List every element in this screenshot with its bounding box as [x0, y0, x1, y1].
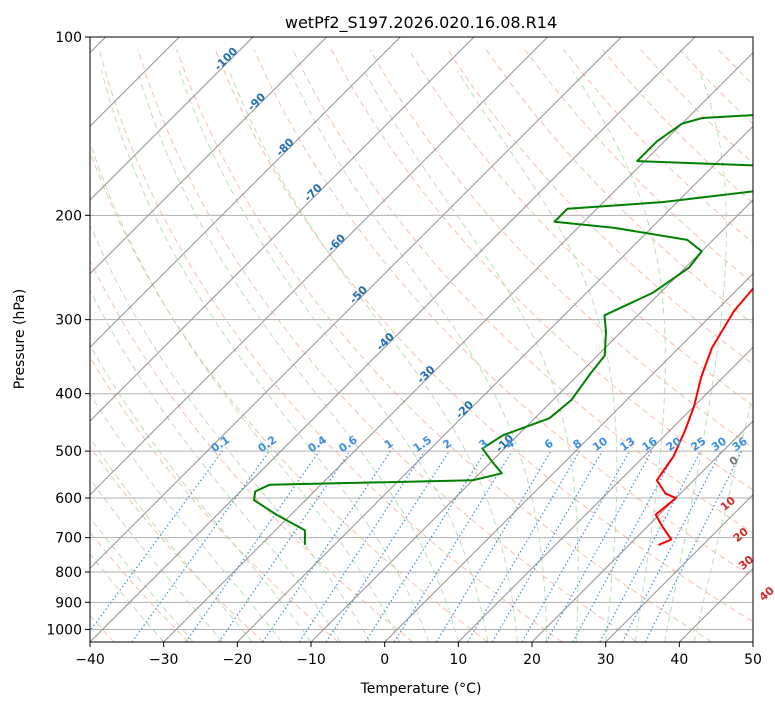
mixing-ratio-line	[491, 450, 603, 642]
dry-adiabat-line	[90, 445, 264, 642]
moist-adiabat-line	[90, 437, 253, 642]
y-tick-label: 700	[55, 531, 82, 547]
x-tick-label: 30	[597, 652, 615, 668]
isotherm-line	[90, 37, 475, 422]
dry-adiabat-line	[485, 49, 753, 325]
isotherm-line	[90, 37, 401, 349]
moist-adiabat-line	[90, 344, 312, 642]
isotherm-line	[90, 37, 696, 642]
y-axis-ticks: 100 200 300 400 500 600 700 800 900 1000	[46, 30, 90, 638]
x-tick-label: −40	[75, 652, 105, 668]
mixing-ratio-line	[393, 450, 513, 642]
x-tick-label: 50	[744, 652, 762, 668]
x-tick-label: −10	[296, 652, 326, 668]
moist-adiabat-line	[90, 516, 194, 642]
mixing-ratio-line	[325, 450, 450, 642]
y-tick-label: 200	[55, 208, 82, 224]
y-tick-label: 100	[55, 30, 82, 46]
x-axis-title: Temperature (°C)	[360, 681, 482, 697]
dry-adiabat-line	[408, 49, 753, 407]
moist-adiabat-line	[90, 553, 165, 642]
isotherm-line	[531, 420, 753, 642]
dry-adiabat-line	[214, 49, 753, 623]
dry-adiabat-line	[446, 49, 753, 366]
mixing-ratio-line	[185, 450, 320, 642]
chart-title: wetPf2_S197.2026.020.16.08.R14	[285, 13, 557, 33]
isotherm-line	[90, 37, 328, 275]
x-axis-ticks: −40 −30 −20 −10 0 10 20 30 40 50	[75, 642, 762, 668]
mixing-ratio-line	[466, 450, 580, 642]
mixing-ratio-line	[545, 450, 653, 642]
moist-adiabat-line	[90, 140, 400, 642]
isotherm-line	[457, 346, 753, 642]
y-tick-label: 900	[55, 595, 82, 611]
y-tick-label: 500	[55, 444, 82, 460]
moist-adiabat-line	[90, 477, 223, 642]
mixing-ratio-line	[521, 450, 631, 642]
dry-adiabat-line	[369, 49, 753, 449]
isotherm-line	[384, 272, 753, 642]
y-axis-title: Pressure (hPa)	[12, 289, 28, 389]
moist-adiabat-line	[90, 393, 282, 642]
y-tick-label: 800	[55, 565, 82, 581]
isotherm-line	[90, 37, 254, 201]
dry-adiabat-line	[98, 49, 563, 642]
plot-frame	[89, 36, 754, 643]
series-line-dewpoint	[253, 114, 753, 545]
dry-adiabat-line	[253, 49, 753, 578]
moist-adiabat-label: 40	[757, 584, 775, 604]
y-tick-label: 400	[55, 387, 82, 403]
background-lines	[90, 37, 753, 642]
moist-adiabat-line	[90, 289, 341, 642]
x-tick-label: −20	[223, 652, 253, 668]
isotherm-line	[236, 125, 753, 642]
moist-adiabat-line	[693, 392, 753, 642]
moist-adiabat-line	[572, 70, 666, 642]
x-tick-label: −30	[149, 652, 179, 668]
moist-adiabat-line	[178, 70, 489, 642]
moist-adiabat-line	[289, 70, 548, 642]
moist-adiabat-line	[456, 70, 618, 642]
dry-adiabat-line	[292, 49, 753, 534]
moist-adiabat-line	[228, 70, 518, 642]
x-tick-label: 0	[380, 652, 389, 668]
moist-adiabat-line	[136, 70, 459, 642]
dry-adiabat-line	[90, 259, 414, 642]
isotherm-line	[90, 37, 622, 570]
isotherm-line	[605, 493, 753, 642]
moist-adiabat-line	[664, 70, 728, 642]
isotherm-line	[90, 37, 549, 496]
profile-series	[253, 114, 753, 546]
mixing-ratio-line	[435, 450, 552, 642]
dry-adiabat-line	[176, 49, 712, 642]
dry-adiabat-line	[90, 356, 339, 642]
series-line-temperature	[654, 287, 753, 546]
y-tick-label: 600	[55, 491, 82, 507]
y-tick-label: 1000	[46, 622, 82, 638]
x-tick-label: 40	[670, 652, 688, 668]
x-tick-label: 20	[523, 652, 541, 668]
isotherm-line	[163, 51, 753, 642]
y-tick-label: 300	[55, 313, 82, 329]
mixing-ratio-line	[364, 450, 486, 642]
isotherm-line	[310, 199, 753, 642]
x-tick-label: 10	[449, 652, 467, 668]
moist-adiabat-line	[363, 70, 579, 642]
moist-adiabat-line	[101, 70, 430, 642]
